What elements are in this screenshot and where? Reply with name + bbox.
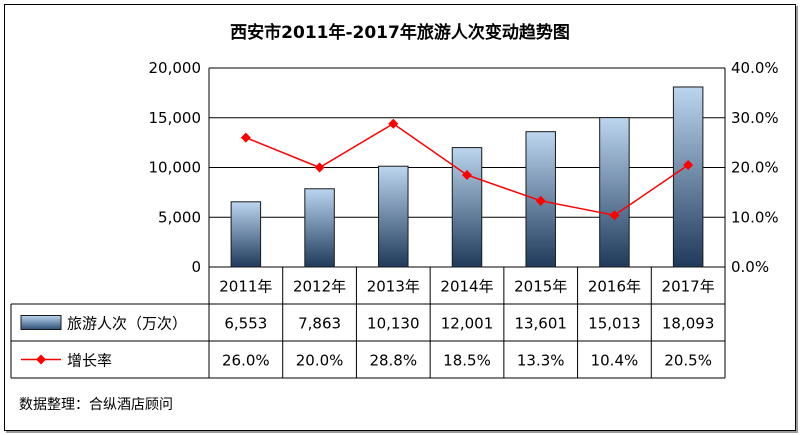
bar-value-label: 13,601 (514, 315, 567, 333)
legend-line-label: 增长率 (67, 352, 112, 370)
rate-value-label: 13.3% (517, 352, 565, 370)
chart-frame: 西安市2011年-2017年旅游人次变动趋势图 0 0.0% 5,000 10.0% 1… (4, 4, 796, 431)
line-point (462, 169, 472, 180)
bar-value-label: 12,001 (441, 315, 494, 333)
bar-value-label: 6,553 (224, 315, 267, 333)
bar-value-label: 10,130 (367, 315, 420, 333)
chart-title: 西安市2011年-2017年旅游人次变动趋势图 (230, 22, 570, 43)
y-right-tick-label: 20.0% (731, 159, 779, 177)
category-label: 2017年 (662, 278, 715, 296)
legend-bar-label: 旅游人次（万次） (67, 315, 187, 333)
bar (599, 117, 630, 268)
y-left-tick-label: 20,000 (149, 59, 202, 77)
bar-series (230, 86, 704, 268)
rate-value-label: 20.5% (664, 352, 712, 370)
category-label: 2013年 (367, 278, 420, 296)
legend-line-marker (36, 354, 46, 365)
category-label: 2016年 (588, 278, 641, 296)
bar (672, 86, 704, 268)
line-point (683, 160, 694, 171)
y-left-tick-label: 0 (191, 258, 201, 276)
rate-value-label: 10.4% (591, 352, 639, 370)
y-right-tick-label: 40.0% (731, 59, 779, 77)
source-note: 数据整理：合纵酒店顾问 (19, 397, 173, 413)
y-right-tick-label: 0.0% (731, 258, 769, 276)
bar-value-label: 18,093 (662, 315, 715, 333)
bar-value-label: 15,013 (588, 315, 641, 333)
line-point (609, 210, 620, 221)
bar (451, 147, 483, 268)
line-point (314, 162, 325, 173)
bar (230, 201, 262, 268)
bar-value-label: 7,863 (298, 315, 341, 333)
rate-value-label: 20.0% (296, 352, 344, 370)
category-label: 2014年 (440, 278, 493, 296)
bar (378, 165, 409, 268)
rate-value-label: 26.0% (222, 352, 270, 370)
data-table: 2011年 6,553 26.0% 2012年 7,863 20.0% 2013年 10,13… (10, 267, 726, 379)
line-point (240, 132, 251, 143)
y-left-tick-label: 15,000 (149, 109, 202, 127)
y-left-tick-label: 5,000 (158, 208, 201, 226)
legend-bar-swatch (20, 315, 62, 330)
bar (304, 188, 335, 268)
y-right-tick-label: 10.0% (731, 208, 779, 226)
category-label: 2012年 (293, 278, 346, 296)
axes: 0 0.0% 5,000 10.0% 10,000 20.0% 15,000 30.0% 20,… (149, 59, 779, 276)
rate-value-label: 28.8% (369, 352, 417, 370)
rate-value-label: 18.5% (443, 352, 491, 370)
category-label: 2015年 (514, 278, 567, 296)
line-series (240, 118, 694, 221)
y-right-tick-label: 30.0% (731, 109, 779, 127)
y-left-tick-label: 10,000 (149, 159, 202, 177)
chart: 西安市2011年-2017年旅游人次变动趋势图 0 0.0% 5,000 10.0% 1… (10, 22, 779, 413)
line-point (535, 195, 546, 206)
line-point (388, 118, 399, 129)
category-label: 2011年 (219, 278, 272, 296)
